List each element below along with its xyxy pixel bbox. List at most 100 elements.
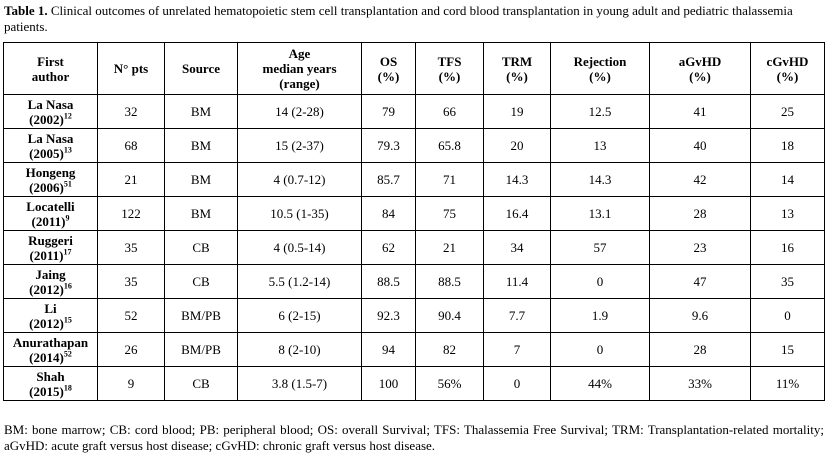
author-cell: Locatelli (2011)9 [3, 196, 98, 231]
table-row: Shah (2015)18 9 CB 3.8 (1.5-7) 100 56% 0 44% 33% 1… [3, 366, 825, 401]
column-header: TRM (%) [483, 42, 551, 95]
os-cell: 62 [361, 230, 416, 265]
agvhd-cell: 23 [649, 230, 751, 265]
column-header: Source [164, 42, 238, 95]
reference-number: 18 [63, 383, 72, 393]
author-name: La Nasa [27, 96, 74, 112]
cgvhd-cell: 35 [750, 264, 825, 299]
pts-cell: 35 [97, 230, 165, 265]
author-year: (2006) [29, 179, 64, 195]
column-header-line: TRM [501, 53, 533, 69]
rejection-cell: 0 [550, 332, 650, 367]
column-header-line: (range) [279, 76, 320, 91]
source-cell: BM [164, 196, 238, 231]
author-cell: La Nasa (2002)12 [3, 94, 98, 129]
os-cell: 88.5 [361, 264, 416, 299]
author-year: (2002) [29, 111, 64, 127]
reference-number: 52 [63, 349, 72, 359]
agvhd-cell: 28 [649, 332, 751, 367]
author-name: Shah [36, 368, 65, 384]
age-cell: 15 (2-37) [237, 128, 362, 163]
reference-number: 12 [63, 111, 72, 121]
table-row: Ruggeri (2011)17 35 CB 4 (0.5-14) 62 21 34 57 23 1… [3, 230, 825, 265]
agvhd-cell: 40 [649, 128, 751, 163]
agvhd-cell: 33% [649, 366, 751, 401]
table-footnote: BM: bone marrow; CB: cord blood; PB: per… [4, 422, 824, 453]
rejection-cell: 13 [550, 128, 650, 163]
column-header-line: (%) [377, 68, 400, 84]
column-header-line: author [31, 68, 70, 84]
author-name: Jaing [35, 266, 66, 282]
table-row: Li (2012)15 52 BM/PB 6 (2-15) 92.3 90.4 7.7 1.9 9… [3, 298, 825, 333]
pts-cell: 26 [97, 332, 165, 367]
agvhd-cell: 28 [649, 196, 751, 231]
age-cell: 3.8 (1.5-7) [237, 366, 362, 401]
reference-number: 16 [63, 281, 72, 291]
column-header-line: (%) [506, 68, 528, 84]
age-cell: 8 (2-10) [237, 332, 362, 367]
author-cell: Li (2012)15 [3, 298, 98, 333]
column-header-line: TFS [437, 53, 462, 69]
tfs-cell: 82 [415, 332, 484, 367]
source-cell: BM [164, 128, 238, 163]
agvhd-cell: 47 [649, 264, 751, 299]
tfs-cell: 88.5 [415, 264, 484, 299]
rejection-cell: 14.3 [550, 162, 650, 197]
pts-cell: 32 [97, 94, 165, 129]
tfs-cell: 56% [415, 366, 484, 401]
source-cell: CB [164, 264, 238, 299]
cgvhd-cell: 13 [750, 196, 825, 231]
author-year: (2005) [29, 145, 64, 161]
author-name: Li [44, 300, 57, 316]
table-row: Jaing (2012)16 35 CB 5.5 (1.2-14) 88.5 88.5 11.… [3, 264, 825, 299]
os-cell: 79.3 [361, 128, 416, 163]
author-year: (2015) [29, 383, 64, 399]
tfs-cell: 71 [415, 162, 484, 197]
cgvhd-cell: 0 [750, 298, 825, 333]
author-year: (2012) [29, 281, 64, 297]
rejection-cell: 0 [550, 264, 650, 299]
table-row: Hongeng (2006)51 21 BM 4 (0.7-12) 85.7 71 14.3 1… [3, 162, 825, 197]
cgvhd-cell: 16 [750, 230, 825, 265]
column-header: aGvHD (%) [649, 42, 751, 95]
author-cell: Jaing (2012)16 [3, 264, 98, 299]
table-row: Anurathapan (2014)52 26 BM/PB 8 (2-10) 94 82 7 0… [3, 332, 825, 367]
caption-label: Table 1. [4, 3, 48, 18]
column-header: cGvHD (%) [750, 42, 825, 95]
os-cell: 79 [361, 94, 416, 129]
table-row: Locatelli (2011)9 122 BM 10.5 (1-35) 84 75 16.4… [3, 196, 825, 231]
agvhd-cell: 42 [649, 162, 751, 197]
age-cell: 4 (0.7-12) [237, 162, 362, 197]
tfs-cell: 90.4 [415, 298, 484, 333]
pts-cell: 21 [97, 162, 165, 197]
rejection-cell: 1.9 [550, 298, 650, 333]
column-header: First author [3, 42, 98, 95]
author-cell: La Nasa (2005)13 [3, 128, 98, 163]
trm-cell: 7 [483, 332, 551, 367]
column-header-line: (%) [776, 68, 799, 84]
author-cell: Hongeng (2006)51 [3, 162, 98, 197]
column-header-line: First [37, 53, 64, 69]
os-cell: 100 [361, 366, 416, 401]
column-header-line: (%) [589, 68, 611, 84]
agvhd-cell: 41 [649, 94, 751, 129]
author-year: (2011) [31, 213, 66, 229]
rejection-cell: 44% [550, 366, 650, 401]
age-cell: 5.5 (1.2-14) [237, 264, 362, 299]
trm-cell: 20 [483, 128, 551, 163]
source-cell: BM/PB [164, 332, 238, 367]
os-cell: 84 [361, 196, 416, 231]
author-name: Hongeng [25, 164, 76, 180]
trm-cell: 7.7 [483, 298, 551, 333]
age-cell: 10.5 (1-35) [237, 196, 362, 231]
rejection-cell: 12.5 [550, 94, 650, 129]
os-cell: 85.7 [361, 162, 416, 197]
column-header-line: (%) [689, 68, 711, 84]
author-year: (2011) [29, 247, 64, 263]
reference-number: 17 [63, 247, 72, 257]
column-header-line: cGvHD [766, 53, 809, 69]
reference-number: 15 [63, 315, 72, 325]
age-cell: 4 (0.5-14) [237, 230, 362, 265]
tfs-cell: 75 [415, 196, 484, 231]
pts-cell: 35 [97, 264, 165, 299]
